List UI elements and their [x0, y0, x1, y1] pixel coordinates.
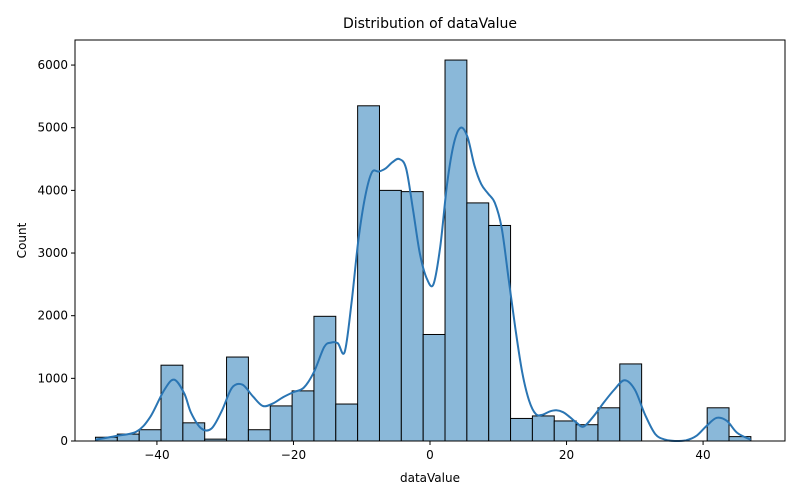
histogram-bar [378, 189, 402, 442]
histogram-bar [400, 191, 424, 442]
histogram-bar [531, 415, 555, 442]
histogram-bar [575, 424, 599, 442]
histogram-bar [226, 356, 249, 442]
histogram-bar [706, 407, 730, 442]
y-tick-label: 2000 [37, 309, 68, 323]
bars-layer [94, 59, 752, 442]
y-axis-label: Count [15, 222, 29, 258]
histogram-bar [619, 363, 643, 442]
histogram-bar [291, 390, 315, 442]
chart-title: Distribution of dataValue [343, 16, 517, 32]
histogram-bar [466, 202, 490, 442]
y-tick-label: 5000 [37, 121, 68, 135]
x-tick-label: 0 [426, 448, 434, 462]
histogram-bar [510, 417, 533, 442]
histogram-bar [247, 429, 271, 442]
histogram-bar [553, 420, 577, 442]
kde-layer [95, 126, 752, 443]
x-tick-label: −20 [281, 448, 306, 462]
histogram-bar [335, 403, 359, 442]
kde-curve [95, 126, 752, 443]
y-tick-label: 1000 [37, 371, 68, 385]
x-tick-label: −40 [144, 448, 169, 462]
y-tick-label: 4000 [37, 183, 68, 197]
x-axis-ticks: −40 −20 0 20 40 [144, 441, 711, 462]
y-tick-label: 0 [60, 434, 68, 448]
x-tick-label: 20 [559, 448, 574, 462]
histogram-bar [138, 429, 162, 442]
histogram-bar [422, 333, 446, 442]
histogram-bar [160, 364, 184, 442]
y-tick-label: 3000 [37, 246, 68, 260]
histogram-bar [313, 315, 337, 442]
histogram-bar [597, 407, 621, 442]
histogram-bar [269, 405, 293, 442]
y-tick-label: 6000 [37, 58, 68, 72]
histogram-bar [182, 422, 206, 442]
histogram-bar [488, 224, 512, 442]
x-tick-label: 40 [695, 448, 710, 462]
histogram-bar [357, 105, 380, 442]
histogram-bar [444, 59, 468, 442]
y-axis-ticks: 0 1000 2000 3000 4000 5000 6000 [37, 58, 75, 448]
x-axis-label: dataValue [400, 471, 460, 485]
